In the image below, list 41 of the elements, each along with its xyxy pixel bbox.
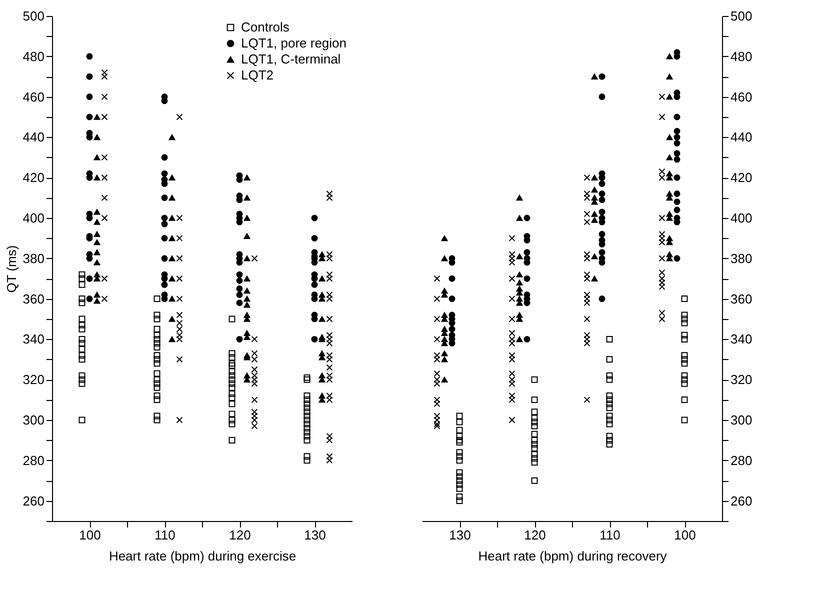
x-axis-title: Heart rate (bpm) during recovery [478,548,668,564]
y-tick-label: 260 [22,493,44,508]
y2-tick-label: 320 [730,372,752,388]
y-tick-label: 320 [22,372,44,388]
y2-tick-label: 400 [730,210,752,226]
x-tick-label: 100 [674,528,696,542]
y-tick-label: 400 [22,210,44,226]
y-tick-label: 380 [22,250,44,266]
legend-label: Controls [241,20,290,34]
x-tick-label: 100 [79,528,101,542]
y-tick-label: 280 [22,452,44,468]
x-tick-label: 130 [304,528,326,542]
x-axis-title: Heart rate (bpm) during exercise [108,548,296,564]
y-tick-label: 440 [22,130,44,145]
y-tick-label: 500 [22,8,44,24]
y2-tick-label: 500 [730,8,752,24]
y2-tick-label: 280 [730,452,752,468]
y-tick-label: 460 [22,89,44,104]
y-tick-label: 340 [22,332,44,347]
x-tick-label: 120 [229,528,251,542]
x-tick-label: 130 [449,528,471,542]
x-tick-label: 110 [600,528,620,542]
y2-tick-label: 440 [730,130,752,145]
y2-tick-label: 420 [730,170,752,186]
y2-tick-label: 480 [730,48,752,64]
y2-tick-label: 260 [730,493,752,508]
y2-tick-label: 460 [730,89,752,104]
y-tick-label: 360 [22,291,44,306]
x-tick-label: 120 [524,528,546,542]
y-tick-label: 420 [22,170,44,186]
x-tick-label: 110 [154,528,176,542]
legend-label: LQT1, C-terminal [241,52,341,66]
y-tick-label: 480 [22,48,44,64]
legend-label: LQT2 [241,68,274,82]
y2-tick-label: 380 [730,250,752,266]
y2-tick-label: 340 [730,332,752,347]
y2-tick-label: 300 [730,412,752,428]
y2-tick-label: 360 [730,291,752,306]
y-axis-title: QT (ms) [4,245,19,293]
legend-label: LQT1, pore region [241,36,347,50]
y-tick-label: 300 [22,412,44,428]
